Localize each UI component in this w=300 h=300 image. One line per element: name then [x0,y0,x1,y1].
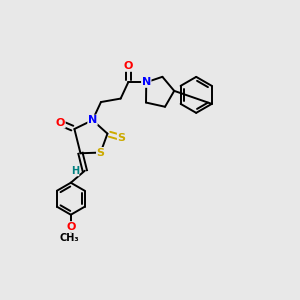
Text: S: S [97,148,105,158]
Text: O: O [124,61,133,71]
Text: N: N [142,77,151,87]
Text: CH₃: CH₃ [59,233,79,243]
Text: O: O [66,222,76,232]
Text: O: O [56,118,65,128]
Text: N: N [88,115,97,125]
Text: S: S [118,133,125,142]
Text: H: H [71,166,79,176]
